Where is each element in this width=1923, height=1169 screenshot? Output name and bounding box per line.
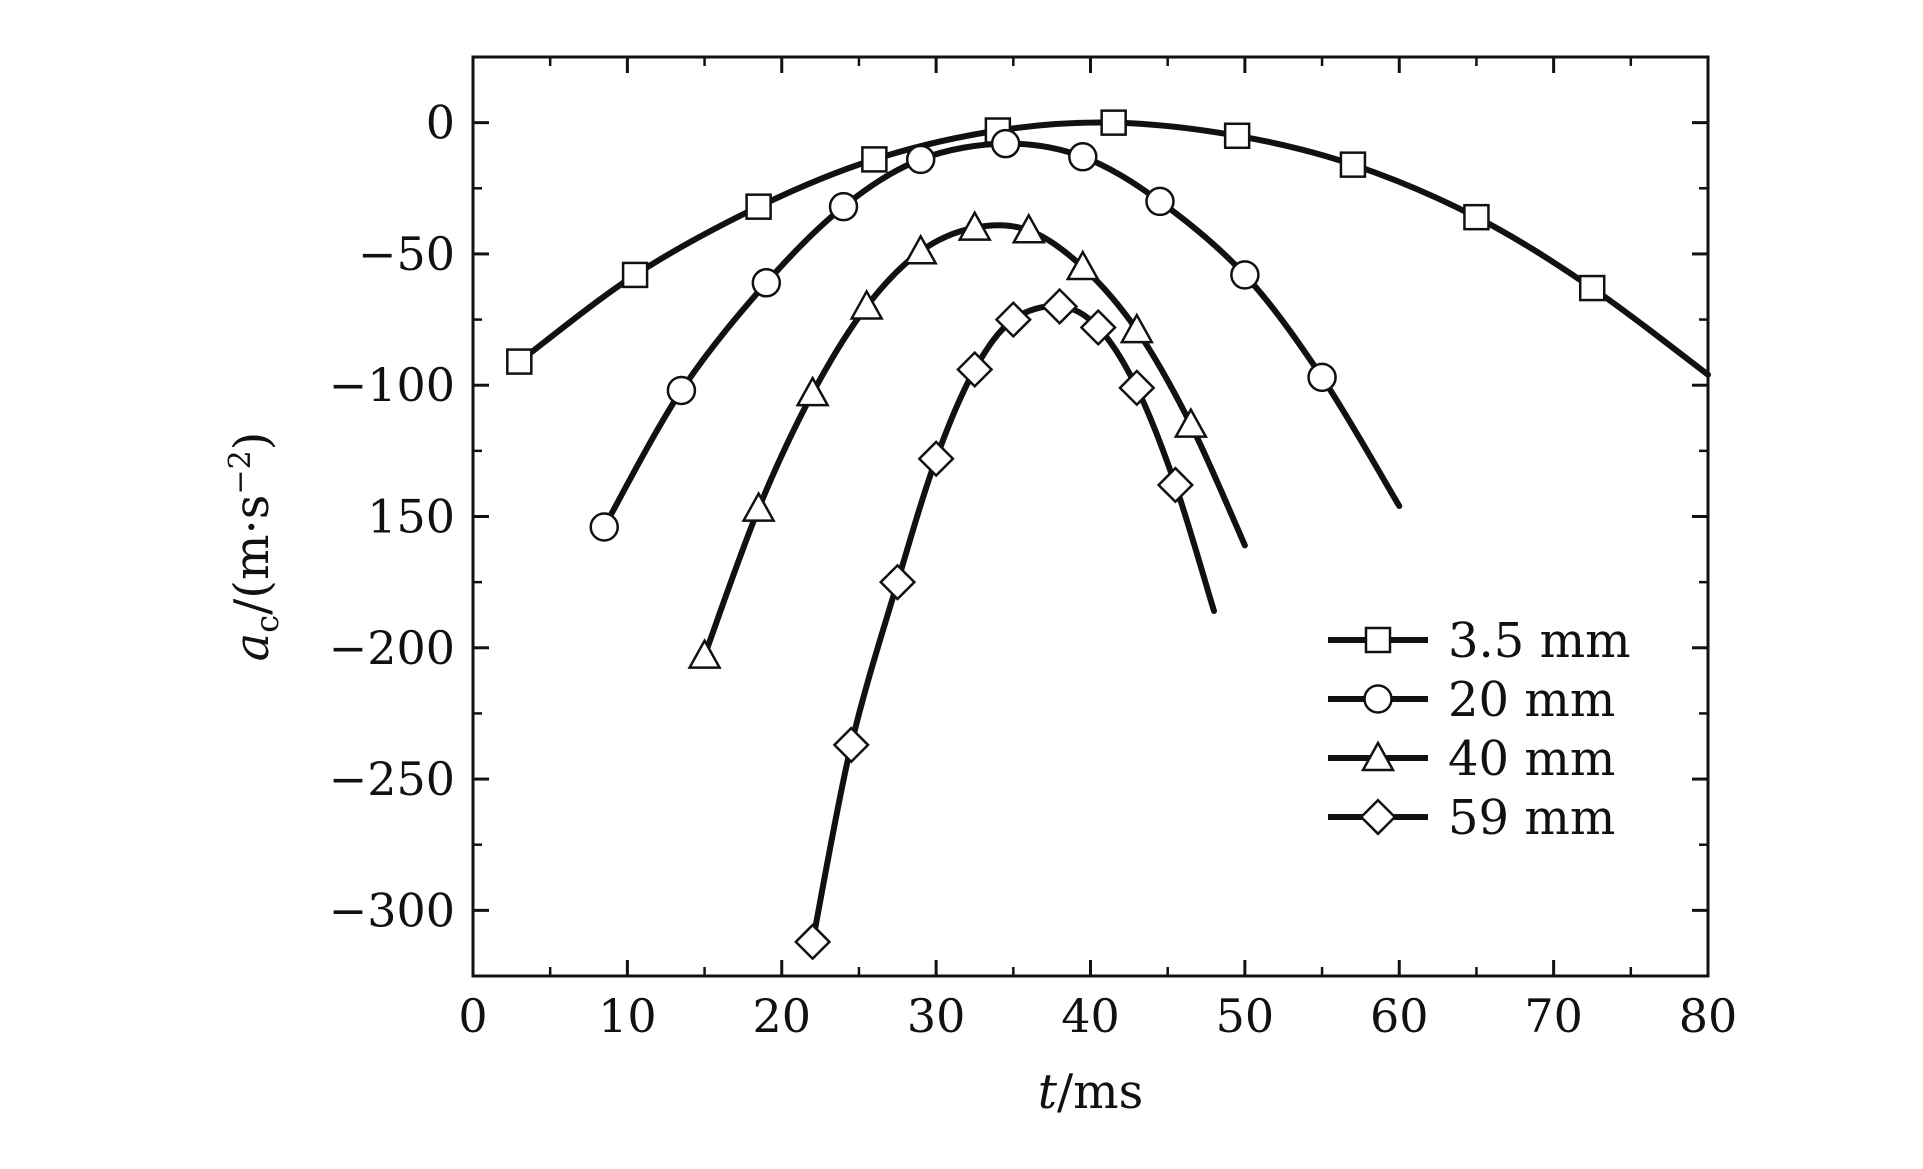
legend-label: 40 mm bbox=[1448, 731, 1615, 787]
y-tick-label: −300 bbox=[329, 883, 455, 937]
x-tick-label: 0 bbox=[458, 989, 487, 1043]
legend-marker-circle bbox=[1363, 684, 1393, 714]
data-point-square bbox=[861, 146, 888, 173]
data-point-square bbox=[745, 193, 772, 220]
data-point-circle bbox=[1145, 186, 1175, 217]
data-point-circle bbox=[666, 375, 697, 406]
x-axis-unit: /ms bbox=[1057, 1064, 1143, 1120]
y-tick-label: 150 bbox=[367, 490, 455, 544]
data-point-circle bbox=[751, 268, 782, 298]
data-point-square bbox=[1100, 109, 1127, 136]
data-point-circle bbox=[990, 128, 1021, 159]
series-line-2 bbox=[601, 140, 1403, 531]
x-tick-label: 60 bbox=[1370, 989, 1429, 1043]
y-axis-sub: c bbox=[248, 615, 286, 633]
data-point-diamond bbox=[994, 301, 1032, 339]
data-point-circle bbox=[905, 144, 936, 175]
y-tick-label: −200 bbox=[329, 621, 455, 675]
data-point-square bbox=[621, 261, 649, 289]
data-point-triangle bbox=[957, 210, 992, 241]
x-tick-label: 70 bbox=[1524, 989, 1583, 1043]
series-line-4 bbox=[809, 303, 1217, 945]
data-point-triangle bbox=[849, 288, 884, 320]
x-tick-label: 50 bbox=[1216, 989, 1275, 1043]
y-axis-close: ) bbox=[224, 432, 280, 451]
data-point-diamond bbox=[1118, 369, 1156, 407]
data-point-diamond bbox=[1041, 287, 1079, 326]
data-point-circle bbox=[589, 512, 619, 542]
x-tick-label: 40 bbox=[1061, 989, 1120, 1043]
data-point-diamond bbox=[1156, 466, 1194, 504]
y-tick-label: −100 bbox=[329, 358, 455, 412]
y-axis-exp: −2 bbox=[223, 450, 258, 494]
tick-labels: 0 10 20 30 40 50 60 70 80 0 −50 −100 150 −200 −250 −300 bbox=[329, 96, 1738, 1043]
plot-frame bbox=[471, 55, 1710, 978]
x-tick-label: 20 bbox=[752, 989, 811, 1043]
data-point-diamond bbox=[832, 726, 870, 764]
data-point-square bbox=[1223, 122, 1251, 150]
data-point-circle bbox=[1230, 260, 1260, 290]
legend-label: 3.5 mm bbox=[1448, 613, 1631, 669]
data-point-triangle bbox=[1011, 212, 1046, 244]
data-point-triangle bbox=[1173, 407, 1208, 438]
y-axis-var: a bbox=[224, 633, 280, 662]
x-tick-label: 30 bbox=[907, 989, 966, 1043]
data-point-triangle bbox=[1119, 312, 1154, 344]
data-point-square bbox=[1463, 203, 1490, 231]
y-tick-label: −250 bbox=[329, 752, 455, 806]
y-axis-title: ac/(m·s−2) bbox=[223, 432, 286, 662]
data-point-diamond bbox=[956, 350, 994, 389]
data-point-triangle bbox=[741, 491, 776, 522]
data-point-circle bbox=[828, 191, 859, 222]
x-axis-title: t/ms bbox=[1038, 1064, 1144, 1120]
data-point-triangle bbox=[903, 233, 938, 265]
data-point-diamond bbox=[917, 440, 955, 478]
data-point-triangle bbox=[687, 638, 722, 669]
data-point-square bbox=[1339, 151, 1367, 178]
legend-marker-triangle bbox=[1360, 740, 1396, 772]
legend-marker-square bbox=[1364, 626, 1392, 654]
data-point-triangle bbox=[1065, 249, 1100, 281]
x-tick-label: 80 bbox=[1679, 989, 1738, 1043]
data-point-diamond bbox=[878, 563, 917, 601]
y-tick-label: 0 bbox=[426, 96, 455, 150]
data-point-triangle bbox=[795, 375, 830, 407]
x-axis-var: t bbox=[1038, 1064, 1058, 1120]
series-line-1 bbox=[516, 119, 1711, 378]
y-axis-unit: /(m·s bbox=[224, 495, 280, 615]
data-point-diamond bbox=[794, 923, 832, 961]
x-tick-label: 10 bbox=[598, 989, 657, 1043]
data-point-circle bbox=[1307, 362, 1337, 393]
data-point-square bbox=[506, 348, 533, 375]
series-markers bbox=[506, 109, 1606, 961]
legend-label: 20 mm bbox=[1448, 672, 1615, 728]
data-point-square bbox=[1578, 274, 1606, 302]
data-point-diamond bbox=[1079, 308, 1117, 347]
data-point-circle bbox=[1068, 142, 1098, 172]
series-line-3 bbox=[701, 222, 1248, 659]
y-tick-label: −50 bbox=[358, 227, 455, 281]
legend-label: 59 mm bbox=[1448, 790, 1615, 846]
legend-marker-diamond bbox=[1359, 798, 1397, 836]
